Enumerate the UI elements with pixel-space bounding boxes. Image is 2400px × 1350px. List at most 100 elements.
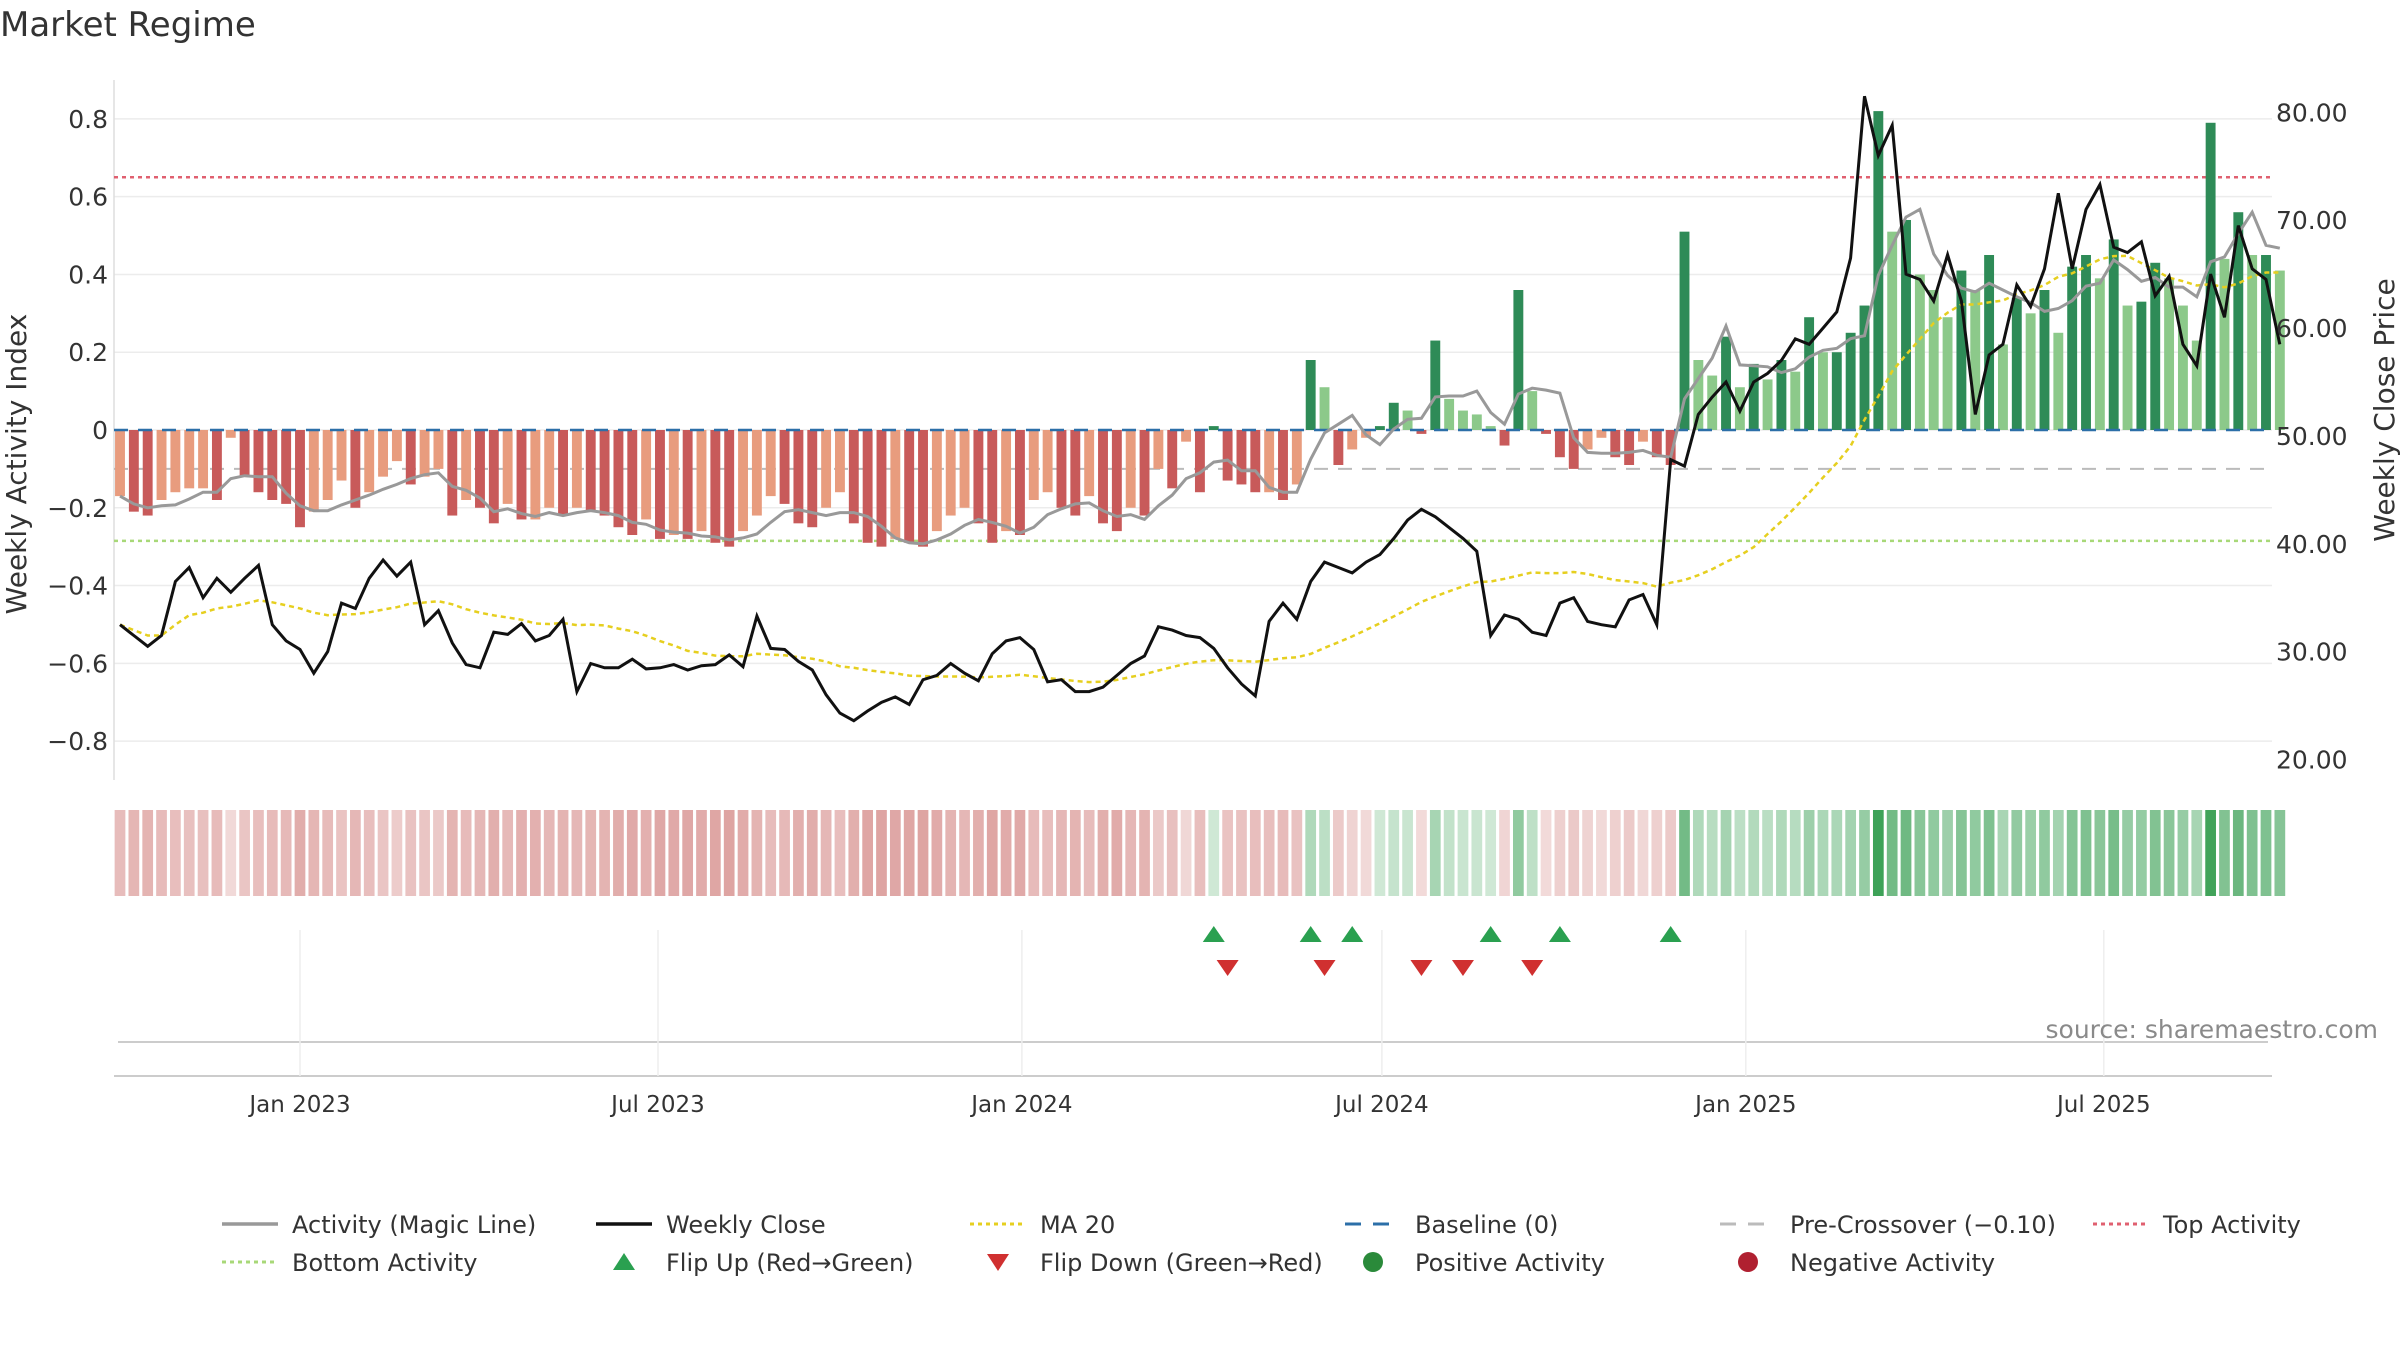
legend-swatch: [1738, 1252, 1758, 1272]
heat-cell: [1360, 810, 1372, 896]
activity-bar: [1416, 430, 1427, 434]
activity-bar: [2274, 270, 2285, 430]
activity-bar: [876, 430, 887, 547]
heat-cell: [322, 810, 334, 896]
heat-cell: [1748, 810, 1760, 896]
heat-cell: [1249, 810, 1261, 896]
heat-cell: [917, 810, 929, 896]
activity-bar: [502, 430, 513, 504]
activity-bar: [1527, 391, 1538, 430]
left-axis-ticks: 0.8 0.6 0.4 0.2 0 −0.2 −0.4 −0.6 −0.8: [47, 105, 108, 756]
activity-bar: [793, 430, 804, 524]
heat-cell: [1443, 810, 1455, 896]
x-axis-ticks: Jan 2023 Jul 2023 Jan 2024 Jul 2024 Jan 2025…: [247, 930, 2151, 1118]
flip-down-marker: [1521, 960, 1544, 976]
heat-cell: [308, 810, 320, 896]
activity-bar: [128, 430, 139, 512]
activity-bar: [1181, 430, 1192, 442]
heat-cell: [1153, 810, 1164, 896]
heat-cell: [211, 810, 223, 896]
heat-cell: [1333, 810, 1344, 896]
activity-bar: [2191, 340, 2202, 430]
heat-cell: [2039, 810, 2050, 896]
heat-cell: [1817, 810, 1829, 896]
heat-cell: [1402, 810, 1413, 896]
heat-cell: [1859, 810, 1870, 896]
heat-cell: [2011, 810, 2023, 896]
activity-bar: [405, 430, 416, 485]
heat-cell: [1222, 810, 1233, 896]
heat-cell: [959, 810, 970, 896]
flip-up-marker: [1548, 926, 1571, 942]
series-lines: [114, 95, 2282, 723]
heat-cell: [986, 810, 998, 896]
heat-cell: [1526, 810, 1538, 896]
legend-swatch: [613, 1253, 635, 1270]
heat-cell: [613, 810, 624, 896]
activity-bar: [1513, 290, 1524, 430]
activity-bar: [2094, 278, 2105, 430]
left-tick-label: 0: [92, 416, 108, 445]
heat-cell: [1291, 810, 1303, 896]
heat-cell: [1831, 810, 1843, 896]
heat-cell: [1236, 810, 1247, 896]
heat-cell: [2108, 810, 2120, 896]
activity-bar: [2247, 255, 2258, 430]
heat-cell: [1582, 810, 1593, 896]
heat-cell: [1513, 810, 1524, 896]
x-tick-label: Jan 2025: [1693, 1092, 1796, 1118]
activity-bar: [1388, 402, 1399, 430]
heat-cell: [931, 810, 943, 896]
heat-cell: [2177, 810, 2189, 896]
heat-cell: [682, 810, 694, 896]
heat-cell: [239, 810, 250, 896]
activity-bar: [1804, 317, 1815, 430]
heat-cell: [1692, 810, 1704, 896]
activity-bar: [391, 430, 402, 462]
x-tick-label: Jul 2023: [609, 1092, 705, 1118]
activity-bar: [1624, 430, 1635, 465]
heat-cell: [405, 810, 417, 896]
activity-bar: [904, 430, 915, 543]
activity-bar: [225, 430, 236, 438]
activity-bar: [544, 430, 555, 508]
activity-bar: [2122, 305, 2133, 430]
x-tick-label: Jul 2025: [2055, 1092, 2151, 1118]
heat-cell: [1776, 810, 1787, 896]
activity-bar: [1264, 430, 1275, 493]
activity-bar: [1333, 430, 1344, 465]
activity-bar: [1374, 426, 1385, 430]
heat-cell: [225, 810, 237, 896]
heat-cell: [280, 810, 292, 896]
heat-cell: [266, 810, 278, 896]
activity-bar: [350, 430, 361, 508]
activity-bar: [848, 430, 859, 524]
activity-bar: [1942, 317, 1953, 430]
activity-bar: [295, 430, 305, 528]
activity-bar: [724, 430, 735, 547]
activity-bar: [1970, 290, 1981, 430]
heat-cell: [2025, 810, 2036, 896]
heat-cell: [1886, 810, 1898, 896]
heat-cell: [2122, 810, 2133, 896]
heat-cell: [1471, 810, 1483, 896]
activity-bar: [1194, 430, 1205, 493]
heat-cell: [1056, 810, 1067, 896]
legend-item: Positive Activity: [1363, 1249, 1605, 1277]
heat-cell: [1720, 810, 1732, 896]
heat-cell: [1277, 810, 1289, 896]
heat-cell: [2094, 810, 2106, 896]
activity-bar: [1499, 430, 1510, 446]
right-axis-ticks: 80.00 70.00 60.00 50.00 40.00 30.00 20.00: [2276, 98, 2348, 774]
right-axis-label: Weekly Close Price: [2368, 278, 2400, 541]
activity-bar: [1554, 430, 1565, 458]
activity-bar: [627, 430, 638, 535]
activity-bar: [488, 430, 499, 524]
heat-cell: [1969, 810, 1981, 896]
activity-bar: [322, 430, 333, 500]
heat-cell: [350, 810, 361, 896]
heat-cell: [903, 810, 915, 896]
flip-down-marker: [1216, 960, 1239, 976]
activity-bar: [433, 430, 444, 469]
